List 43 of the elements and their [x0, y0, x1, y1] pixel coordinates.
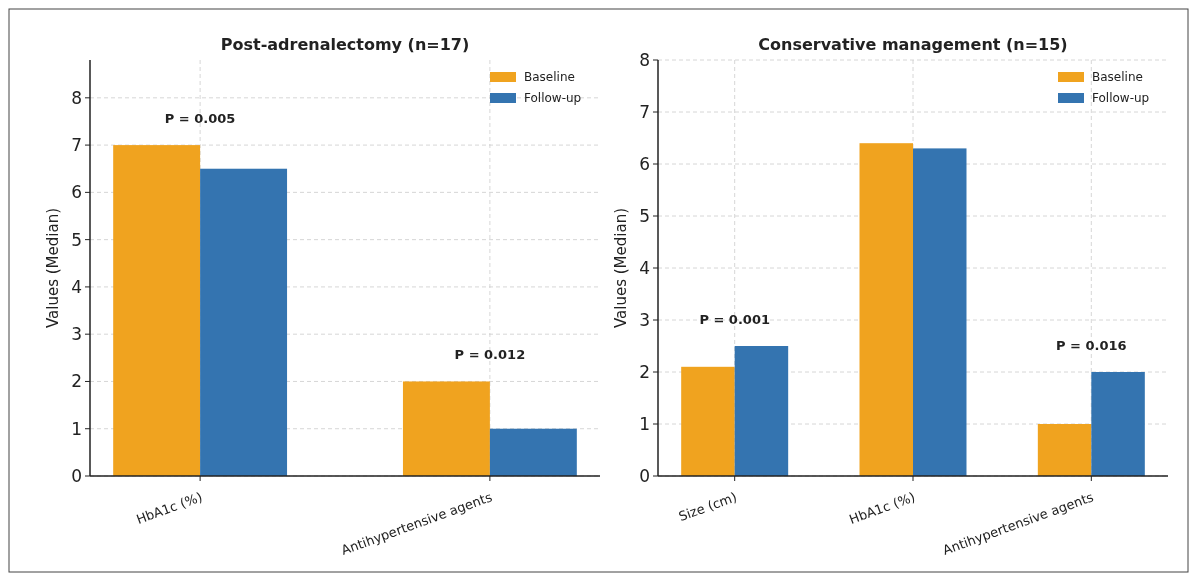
- y-tick-label: 8: [71, 87, 82, 108]
- y-axis-title: Values (Median): [612, 207, 630, 329]
- bar: [913, 148, 967, 476]
- bar: [113, 145, 201, 476]
- bar: [1091, 372, 1145, 476]
- x-tick-label: HbA1c (%): [134, 489, 205, 527]
- chart-title: Post-adrenalectomy (n=17): [220, 35, 470, 54]
- bar: [859, 143, 913, 476]
- bar: [489, 428, 577, 476]
- y-tick-label: 0: [639, 465, 650, 486]
- y-tick-label: 1: [71, 418, 82, 439]
- y-tick-label: 6: [639, 153, 650, 174]
- annotation: P = 0.012: [454, 347, 526, 362]
- legend-label: Baseline: [1092, 70, 1143, 85]
- y-tick-label: 8: [639, 49, 650, 70]
- y-tick-label: 2: [71, 371, 82, 392]
- x-tick-label: HbA1c (%): [847, 489, 918, 527]
- y-tick-label: 2: [639, 361, 650, 382]
- bar: [402, 381, 490, 476]
- y-tick-label: 3: [71, 324, 82, 345]
- bar: [681, 366, 735, 476]
- y-tick-label: 1: [639, 413, 650, 434]
- bar: [200, 168, 288, 476]
- y-axis-title: Values (Median): [44, 207, 62, 329]
- bar: [1037, 424, 1092, 476]
- chart-title: Conservative management (n=15): [758, 35, 1068, 54]
- y-tick-label: 4: [71, 276, 82, 297]
- y-tick-label: 6: [71, 182, 82, 203]
- y-tick-label: 5: [71, 229, 82, 250]
- annotation: P = 0.016: [1056, 337, 1127, 353]
- y-tick-label: 0: [71, 465, 82, 486]
- y-tick-label: 7: [71, 135, 82, 156]
- y-tick-label: 7: [639, 101, 650, 122]
- annotation: P = 0.005: [164, 110, 236, 126]
- annotation: P = 0.001: [699, 311, 770, 327]
- legend-label: Follow-up: [1092, 91, 1150, 106]
- y-tick-label: 4: [639, 257, 650, 278]
- y-tick-label: 5: [639, 205, 650, 226]
- bar: [734, 346, 789, 476]
- y-tick-label: 3: [639, 309, 650, 330]
- x-tick-label: Size (cm): [676, 489, 739, 525]
- legend-label: Follow-up: [524, 91, 582, 106]
- legend-label: Baseline: [524, 70, 575, 85]
